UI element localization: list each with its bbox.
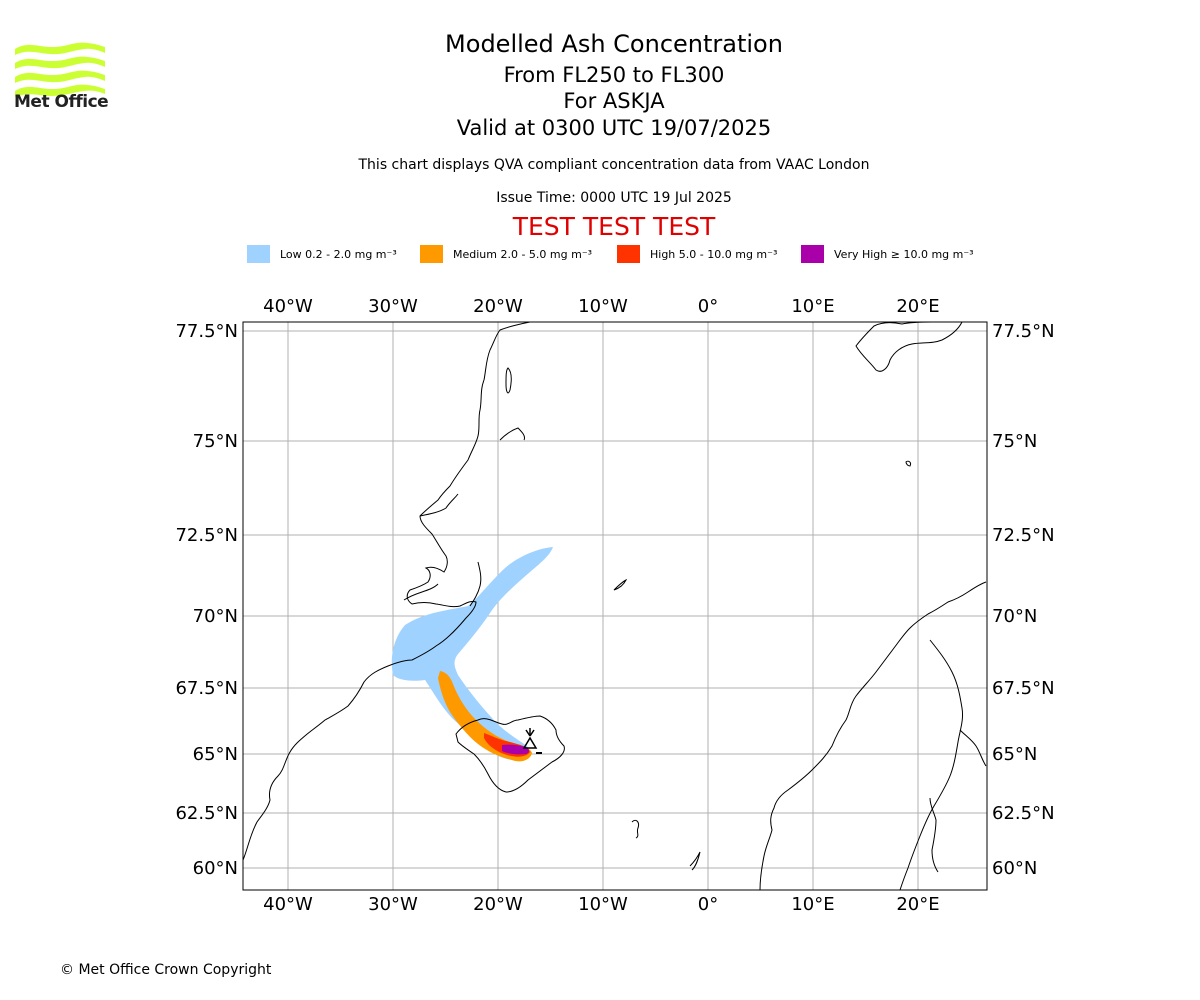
faroe-islands xyxy=(631,819,639,839)
ash-plume xyxy=(391,547,553,762)
lon-label-bottom-30w: 30°W xyxy=(368,894,418,915)
finland-coast xyxy=(959,729,987,767)
test-banner: TEST TEST TEST xyxy=(512,212,716,241)
sweden-finland-border xyxy=(899,639,963,891)
svalbard-coast xyxy=(855,321,963,372)
flight-level-range: From FL250 to FL300 xyxy=(503,63,725,87)
lon-label-top-30w: 30°W xyxy=(368,296,418,317)
greenland-ne-coast xyxy=(499,427,525,441)
lat-label-right-77-5: 77.5°N xyxy=(992,321,1055,342)
lat-label-left-75: 75°N xyxy=(193,431,238,452)
greenland-fjord-1 xyxy=(403,583,439,601)
lat-label-right-60: 60°N xyxy=(992,858,1037,879)
lon-label-top-0: 0° xyxy=(698,296,718,317)
greenland-fjord-2 xyxy=(419,493,459,517)
jan-mayen-coast xyxy=(613,578,628,591)
shetland-islands xyxy=(689,851,701,871)
ash-area-very-high xyxy=(502,744,529,755)
legend-label-medium: Medium 2.0 - 5.0 mg m⁻³ xyxy=(453,247,593,261)
lat-label-left-62-5: 62.5°N xyxy=(175,803,238,824)
greenland-coast xyxy=(242,321,531,861)
baltic-coast xyxy=(929,797,939,873)
volcano-marker xyxy=(522,728,542,754)
legend-swatch-medium xyxy=(420,245,443,263)
lat-label-left-67-5: 67.5°N xyxy=(175,678,238,699)
map-frame xyxy=(242,321,988,891)
lon-label-top-20w: 20°W xyxy=(473,296,523,317)
legend-swatch-high xyxy=(617,245,640,263)
chart-title: Modelled Ash Concentration xyxy=(445,30,783,58)
norway-coast xyxy=(759,581,987,891)
lat-label-left-65: 65°N xyxy=(193,744,238,765)
legend-label-high: High 5.0 - 10.0 mg m⁻³ xyxy=(650,247,778,261)
legend-item-high: High 5.0 - 10.0 mg m⁻³ xyxy=(617,244,777,264)
coastlines xyxy=(242,321,987,891)
lon-label-top-40w: 40°W xyxy=(263,296,313,317)
greenland-fjord-3 xyxy=(469,561,482,607)
legend-swatch-low xyxy=(247,245,270,263)
lat-label-right-72-5: 72.5°N xyxy=(992,525,1055,546)
legend-item-low: Low 0.2 - 2.0 mg m⁻³ xyxy=(247,244,397,264)
lat-label-right-65: 65°N xyxy=(992,744,1037,765)
lat-label-right-75: 75°N xyxy=(992,431,1037,452)
lon-label-top-10w: 10°W xyxy=(578,296,628,317)
legend-item-very-high: Very High ≥ 10.0 mg m⁻³ xyxy=(801,244,974,264)
lon-label-bottom-10w: 10°W xyxy=(578,894,628,915)
met-office-wordmark: Met Office xyxy=(14,92,109,112)
lat-label-left-72-5: 72.5°N xyxy=(175,525,238,546)
lat-label-left-70: 70°N xyxy=(193,606,238,627)
issue-time: Issue Time: 0000 UTC 19 Jul 2025 xyxy=(496,190,732,206)
lon-label-top-10e: 10°E xyxy=(791,296,834,317)
lat-label-left-60: 60°N xyxy=(193,858,238,879)
greenland-island xyxy=(505,367,512,394)
lon-label-top-20e: 20°E xyxy=(896,296,939,317)
lon-label-bottom-20e: 20°E xyxy=(896,894,939,915)
valid-time: Valid at 0300 UTC 19/07/2025 xyxy=(456,116,772,140)
copyright: © Met Office Crown Copyright xyxy=(60,962,272,978)
lat-label-right-67-5: 67.5°N xyxy=(992,678,1055,699)
lon-label-bottom-40w: 40°W xyxy=(263,894,313,915)
legend-label-very-high: Very High ≥ 10.0 mg m⁻³ xyxy=(834,247,974,261)
lon-label-bottom-0: 0° xyxy=(698,894,718,915)
lon-label-bottom-10e: 10°E xyxy=(791,894,834,915)
compliance-note: This chart displays QVA compliant concen… xyxy=(358,157,870,173)
lon-label-bottom-20w: 20°W xyxy=(473,894,523,915)
lat-label-left-77-5: 77.5°N xyxy=(175,321,238,342)
volcano-name: For ASKJA xyxy=(563,89,665,113)
legend-swatch-very-high xyxy=(801,245,824,263)
bear-island xyxy=(905,460,911,467)
legend-label-low: Low 0.2 - 2.0 mg m⁻³ xyxy=(280,247,397,261)
met-office-logo xyxy=(15,42,105,97)
lat-label-right-70: 70°N xyxy=(992,606,1037,627)
map-gridlines xyxy=(243,322,987,890)
legend-item-medium: Medium 2.0 - 5.0 mg m⁻³ xyxy=(420,244,592,264)
lat-label-right-62-5: 62.5°N xyxy=(992,803,1055,824)
iceland-coast xyxy=(455,715,565,793)
